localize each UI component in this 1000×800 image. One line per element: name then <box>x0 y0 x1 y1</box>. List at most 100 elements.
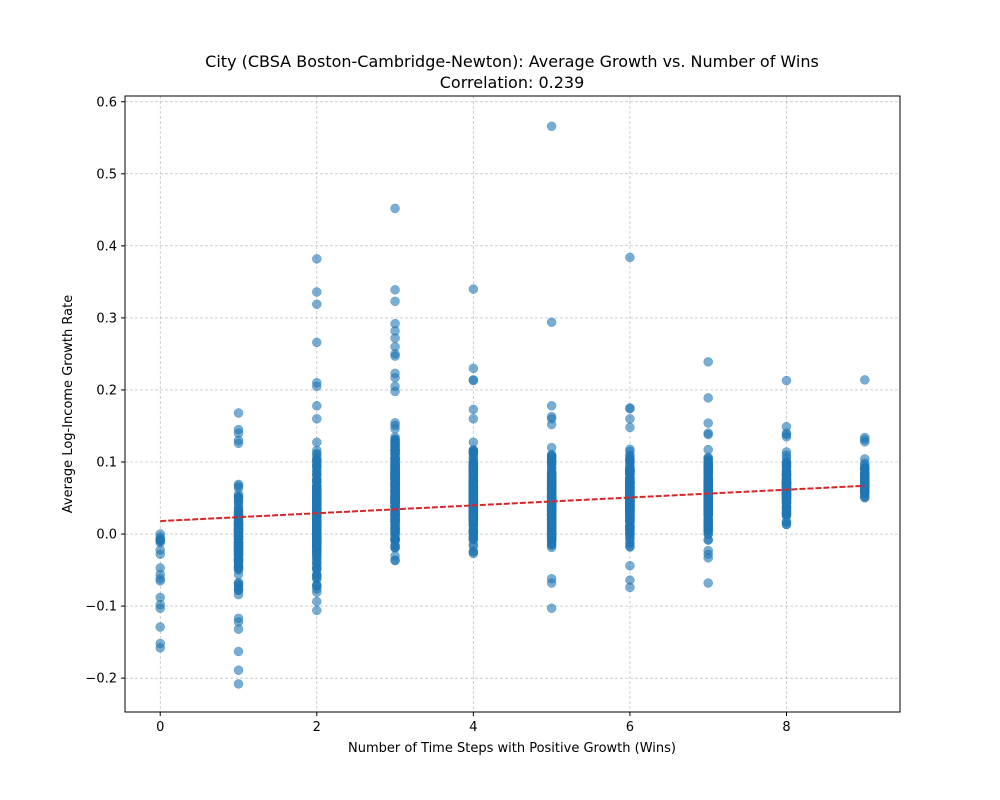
y-axis-label: Average Log-Income Growth Rate <box>61 295 76 513</box>
data-point <box>390 535 400 545</box>
y-tick-label: 0.1 <box>96 455 117 470</box>
data-point <box>155 603 165 614</box>
data-point <box>233 536 244 547</box>
data-point <box>468 445 479 456</box>
data-point <box>781 453 792 463</box>
data-point <box>546 121 557 132</box>
x-tick-label: 8 <box>782 720 790 735</box>
data-point <box>781 432 792 442</box>
y-tick-label: −0.2 <box>85 672 117 687</box>
chart-subtitle: Correlation: 0.239 <box>440 73 585 92</box>
data-point <box>546 540 557 550</box>
data-point <box>625 560 635 571</box>
data-point <box>468 462 479 472</box>
data-point <box>390 520 400 530</box>
data-point <box>860 460 870 470</box>
data-point <box>703 535 713 545</box>
data-point <box>546 317 557 327</box>
data-point <box>390 333 400 343</box>
x-axis: 0 2 4 6 8 <box>156 712 791 735</box>
data-point <box>390 386 400 397</box>
data-point <box>390 476 400 487</box>
data-point <box>233 679 244 689</box>
data-point <box>390 456 400 467</box>
data-point <box>625 473 635 484</box>
data-point <box>546 509 557 520</box>
data-point <box>781 502 792 512</box>
data-point <box>703 517 713 528</box>
data-point <box>233 646 244 657</box>
data-point <box>155 576 165 586</box>
data-point <box>546 603 557 614</box>
data-point <box>390 468 400 478</box>
data-point <box>703 418 713 428</box>
data-point <box>233 589 244 600</box>
data-point <box>546 526 557 536</box>
data-point <box>468 488 479 498</box>
data-point <box>390 438 400 449</box>
data-point <box>312 580 322 591</box>
data-point <box>781 375 792 386</box>
data-point <box>703 357 713 367</box>
data-point <box>155 529 165 539</box>
data-point <box>468 508 479 518</box>
data-point <box>546 419 557 430</box>
data-point <box>312 525 322 535</box>
data-point <box>233 408 244 418</box>
data-point <box>312 337 322 348</box>
data-point <box>625 534 635 545</box>
data-point <box>625 455 635 466</box>
data-point <box>233 547 244 558</box>
data-point <box>155 549 165 559</box>
data-point <box>233 578 244 588</box>
data-point <box>468 414 479 424</box>
data-point <box>312 254 322 264</box>
data-point <box>860 493 870 503</box>
data-point <box>312 476 322 486</box>
data-point <box>703 393 713 403</box>
data-point <box>233 438 244 449</box>
x-tick-label: 4 <box>469 720 477 735</box>
data-point <box>625 252 635 263</box>
data-point <box>860 375 870 385</box>
chart-title: City (CBSA Boston-Cambridge-Newton): Ave… <box>205 52 819 71</box>
data-point <box>468 404 479 415</box>
data-point <box>312 381 322 392</box>
data-point <box>390 203 400 214</box>
data-point <box>155 643 165 653</box>
data-point <box>233 520 244 530</box>
data-point <box>703 506 713 517</box>
x-tick-label: 2 <box>313 720 321 735</box>
data-point <box>233 624 244 634</box>
y-axis: −0.2 −0.1 0.0 0.1 0.2 0.3 0.4 0.5 0.6 <box>85 95 125 687</box>
data-point <box>312 437 322 448</box>
data-point <box>390 296 400 307</box>
data-point <box>703 578 713 588</box>
data-point <box>546 477 557 487</box>
y-tick-label: 0.5 <box>96 167 117 182</box>
data-point <box>312 299 322 309</box>
data-point <box>233 665 244 675</box>
y-tick-label: −0.1 <box>85 600 117 615</box>
data-point <box>390 285 400 295</box>
data-point <box>312 596 322 607</box>
data-point <box>312 565 322 575</box>
x-axis-label: Number of Time Steps with Positive Growt… <box>348 741 676 756</box>
data-point <box>860 437 870 447</box>
data-point <box>312 401 322 411</box>
data-point <box>312 533 322 544</box>
data-point <box>546 467 557 477</box>
data-point <box>625 403 635 414</box>
data-point <box>703 465 713 475</box>
data-point <box>390 424 400 434</box>
data-point <box>390 372 400 383</box>
data-point <box>703 429 713 440</box>
data-point <box>390 495 400 506</box>
data-point <box>860 475 870 485</box>
y-tick-label: 0.2 <box>96 383 117 398</box>
data-point <box>625 414 635 424</box>
data-point <box>546 578 557 588</box>
data-point <box>468 476 479 486</box>
data-point <box>468 284 479 294</box>
